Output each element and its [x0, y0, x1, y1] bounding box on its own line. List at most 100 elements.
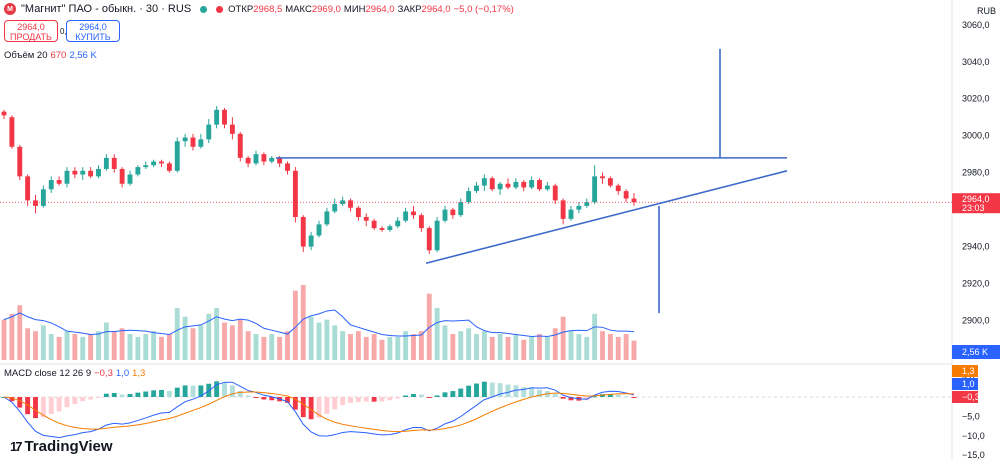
- candle-body: [324, 211, 330, 225]
- volume-bar: [481, 331, 487, 360]
- macd-tag-value: −0,3: [962, 392, 980, 402]
- price-tick-label: 3000,0: [962, 131, 990, 141]
- sell-button[interactable]: 2964,0 ПРОДАТЬ: [4, 20, 58, 42]
- volume-bar: [615, 336, 621, 360]
- macd-hist-bar: [379, 397, 385, 402]
- volume-bar: [111, 331, 117, 360]
- spread-value: 0,0: [60, 27, 71, 36]
- macd-line: [3, 381, 635, 439]
- volume-bar: [568, 331, 574, 360]
- macd-hist-bar: [119, 394, 125, 397]
- candle-body: [245, 157, 251, 164]
- candle-body: [615, 185, 621, 192]
- volume-bar: [544, 336, 550, 360]
- volume-bar: [607, 334, 613, 360]
- candle-body: [190, 137, 196, 147]
- price-tick-label: 3020,0: [962, 94, 990, 104]
- macd-hist-bar: [442, 392, 448, 397]
- volume-bar: [9, 313, 15, 360]
- price-tag-time: 23:03: [962, 203, 985, 213]
- price-tick-label: 2900,0: [962, 316, 990, 326]
- macd-hist-bar: [308, 397, 314, 420]
- volume-bar: [521, 339, 527, 360]
- macd-legend[interactable]: MACD close 12 26 9 −0,3 1,0 1,3: [4, 368, 145, 379]
- macd-hist-bar: [151, 390, 157, 397]
- macd-hist-bar: [261, 397, 267, 400]
- candle-body: [269, 157, 275, 162]
- ohlc-key: МИН: [343, 3, 366, 15]
- macd-hist-bar: [64, 397, 70, 408]
- volume-bar: [308, 316, 314, 360]
- buy-price: 2964,0: [79, 22, 107, 32]
- symbol-title[interactable]: "Магнит" ПАО - обыкн. · 30 · RUS: [21, 3, 192, 15]
- volume-bar: [261, 336, 267, 360]
- macd-tick-label: −10,0: [962, 431, 985, 441]
- macd-hist-bar: [174, 387, 180, 397]
- candle-body: [584, 202, 590, 206]
- macd-hist-bar: [96, 397, 101, 398]
- ohlc-val: 2968,5: [253, 3, 283, 15]
- macd-hist-bar: [33, 397, 38, 419]
- macd-hist-bar: [474, 383, 479, 397]
- candle-body: [403, 211, 409, 221]
- volume-ma-value: 2,56 K: [69, 50, 97, 61]
- macd-hist-bar: [458, 388, 464, 397]
- macd-hist-bar: [135, 392, 141, 397]
- volume-bar: [442, 325, 448, 360]
- volume-bar: [418, 331, 424, 360]
- macd-hist-bar: [285, 397, 290, 403]
- volume-legend[interactable]: Объём 20 670 2,56 K: [4, 50, 97, 61]
- candle-body: [198, 139, 204, 147]
- candle-body: [426, 228, 432, 251]
- ohlc-val: 2969,0: [311, 3, 341, 15]
- ohlc-val: 2964,0: [365, 3, 395, 15]
- macd-hist-bar: [348, 397, 353, 403]
- macd-hist-bar: [363, 397, 369, 402]
- volume-bar: [198, 325, 204, 360]
- candle-body: [489, 178, 495, 190]
- candle-body: [277, 157, 283, 164]
- currency-selector[interactable]: RUB: [976, 6, 996, 16]
- macd-hist-bar: [332, 397, 338, 410]
- candle-body: [466, 191, 472, 203]
- macd-hist-bar: [340, 397, 346, 406]
- candle-body: [25, 176, 31, 201]
- volume-bar: [182, 316, 188, 360]
- macd-hist-bar: [426, 397, 432, 398]
- macd-hist-bar: [355, 397, 361, 403]
- macd-tag-box: [952, 378, 978, 390]
- volume-bar: [458, 331, 464, 360]
- macd-hist-bar: [111, 392, 117, 397]
- volume-bar: [48, 334, 54, 360]
- macd-hist-bar: [552, 394, 558, 397]
- candle-body: [497, 183, 503, 190]
- volume-bar: [269, 334, 275, 360]
- candle-body: [521, 181, 527, 188]
- tradingview-logo[interactable]: 17 TradingView: [10, 438, 113, 455]
- volume-bar: [40, 325, 46, 360]
- candle-body: [631, 198, 637, 203]
- volume-bar: [474, 334, 479, 360]
- buy-button[interactable]: 2964,0 КУПИТЬ: [66, 20, 120, 42]
- candle-body: [348, 200, 353, 208]
- candle-body: [48, 180, 54, 190]
- candle-body: [261, 154, 267, 162]
- macd-hist-bar: [450, 391, 456, 397]
- candle-body: [418, 215, 424, 229]
- candle-body: [103, 157, 109, 169]
- volume-bar: [348, 334, 353, 360]
- volume-bar: [332, 325, 338, 360]
- ohlc-key: ЗАКР: [397, 3, 422, 15]
- macd-hist-bar: [103, 393, 109, 397]
- volume-bar: [277, 336, 283, 360]
- macd-tag-box: [952, 391, 978, 403]
- volume-bar: [387, 336, 393, 360]
- macd-hist-bar: [418, 394, 424, 397]
- candle-body: [623, 191, 629, 199]
- volume-bar: [340, 331, 346, 360]
- macd-hist-bar: [403, 395, 409, 397]
- macd-tag-value: 1,3: [962, 366, 975, 376]
- candle-body: [450, 209, 456, 216]
